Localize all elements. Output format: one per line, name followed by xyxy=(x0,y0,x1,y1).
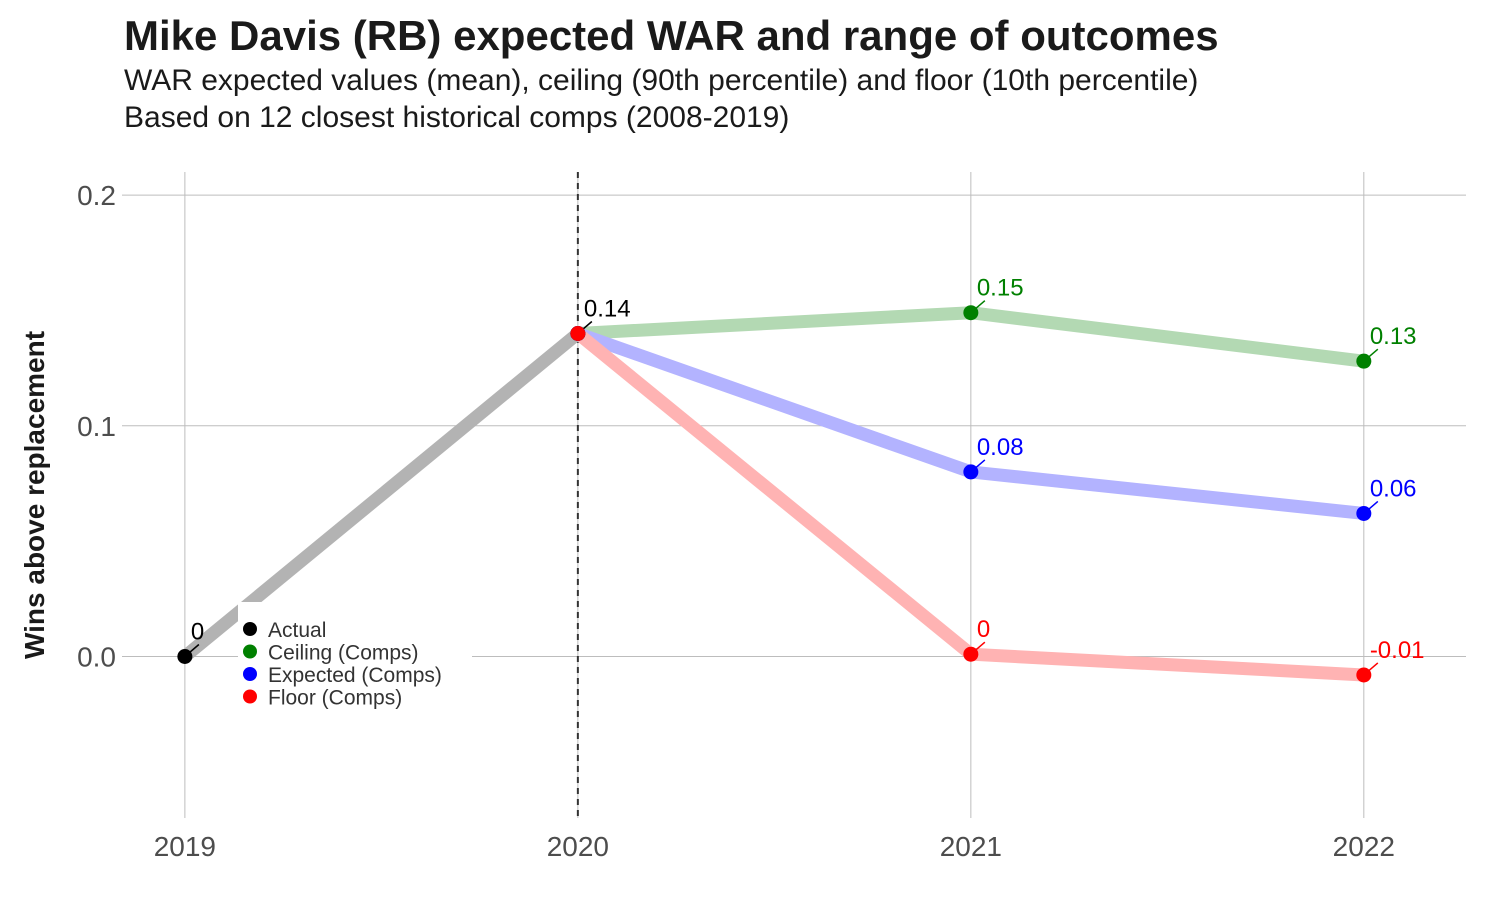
legend-label: Ceiling (Comps) xyxy=(268,642,419,665)
y-axis-label: Wins above replacement xyxy=(19,331,50,659)
y-tick-label: 0.1 xyxy=(77,411,116,442)
data-label-expected-comps: 0.06 xyxy=(1370,475,1417,502)
legend-key-floor-comps xyxy=(243,689,257,704)
data-label-floor-comps: -0.01 xyxy=(1370,637,1425,664)
data-label-leader xyxy=(184,643,200,658)
data-label-expected-comps: 0.08 xyxy=(977,434,1024,461)
data-label-leader xyxy=(1363,348,1379,362)
data-label-leader xyxy=(970,300,986,314)
data-label-ceiling-comps: 0.15 xyxy=(977,275,1024,302)
data-label-ceiling-comps: 0.13 xyxy=(1370,323,1417,350)
data-label-actual: 0 xyxy=(191,619,204,646)
data-label-leader xyxy=(970,459,986,473)
data-label-floor-comps: 0 xyxy=(977,616,990,643)
x-tick-label: 2019 xyxy=(154,831,216,862)
chart-subtitle-line1: WAR expected values (mean), ceiling (90t… xyxy=(124,64,1199,97)
x-tick-label: 2022 xyxy=(1333,831,1395,862)
data-label-leader xyxy=(1363,500,1379,515)
data-label-leader xyxy=(970,641,986,655)
legend-key-actual xyxy=(243,622,257,636)
data-point-floor-comps xyxy=(570,326,586,341)
data-label-actual: 0.14 xyxy=(584,296,631,323)
legend-label: Expected (Comps) xyxy=(268,664,442,687)
x-tick-label: 2021 xyxy=(940,831,1002,862)
data-label-leader xyxy=(1363,662,1379,676)
legend-label: Actual xyxy=(268,619,326,642)
y-tick-label: 0.2 xyxy=(77,180,116,211)
legend-box xyxy=(238,602,472,714)
legend-key-ceiling-comps xyxy=(243,644,257,659)
chart-subtitle-line2: Based on 12 closest historical comps (20… xyxy=(124,101,790,134)
legend-key-expected-comps xyxy=(243,667,257,681)
x-tick-label: 2020 xyxy=(547,831,609,862)
chart-title: Mike Davis (RB) expected WAR and range o… xyxy=(124,12,1219,59)
y-tick-label: 0.0 xyxy=(77,642,116,673)
legend-label: Floor (Comps) xyxy=(268,687,402,710)
